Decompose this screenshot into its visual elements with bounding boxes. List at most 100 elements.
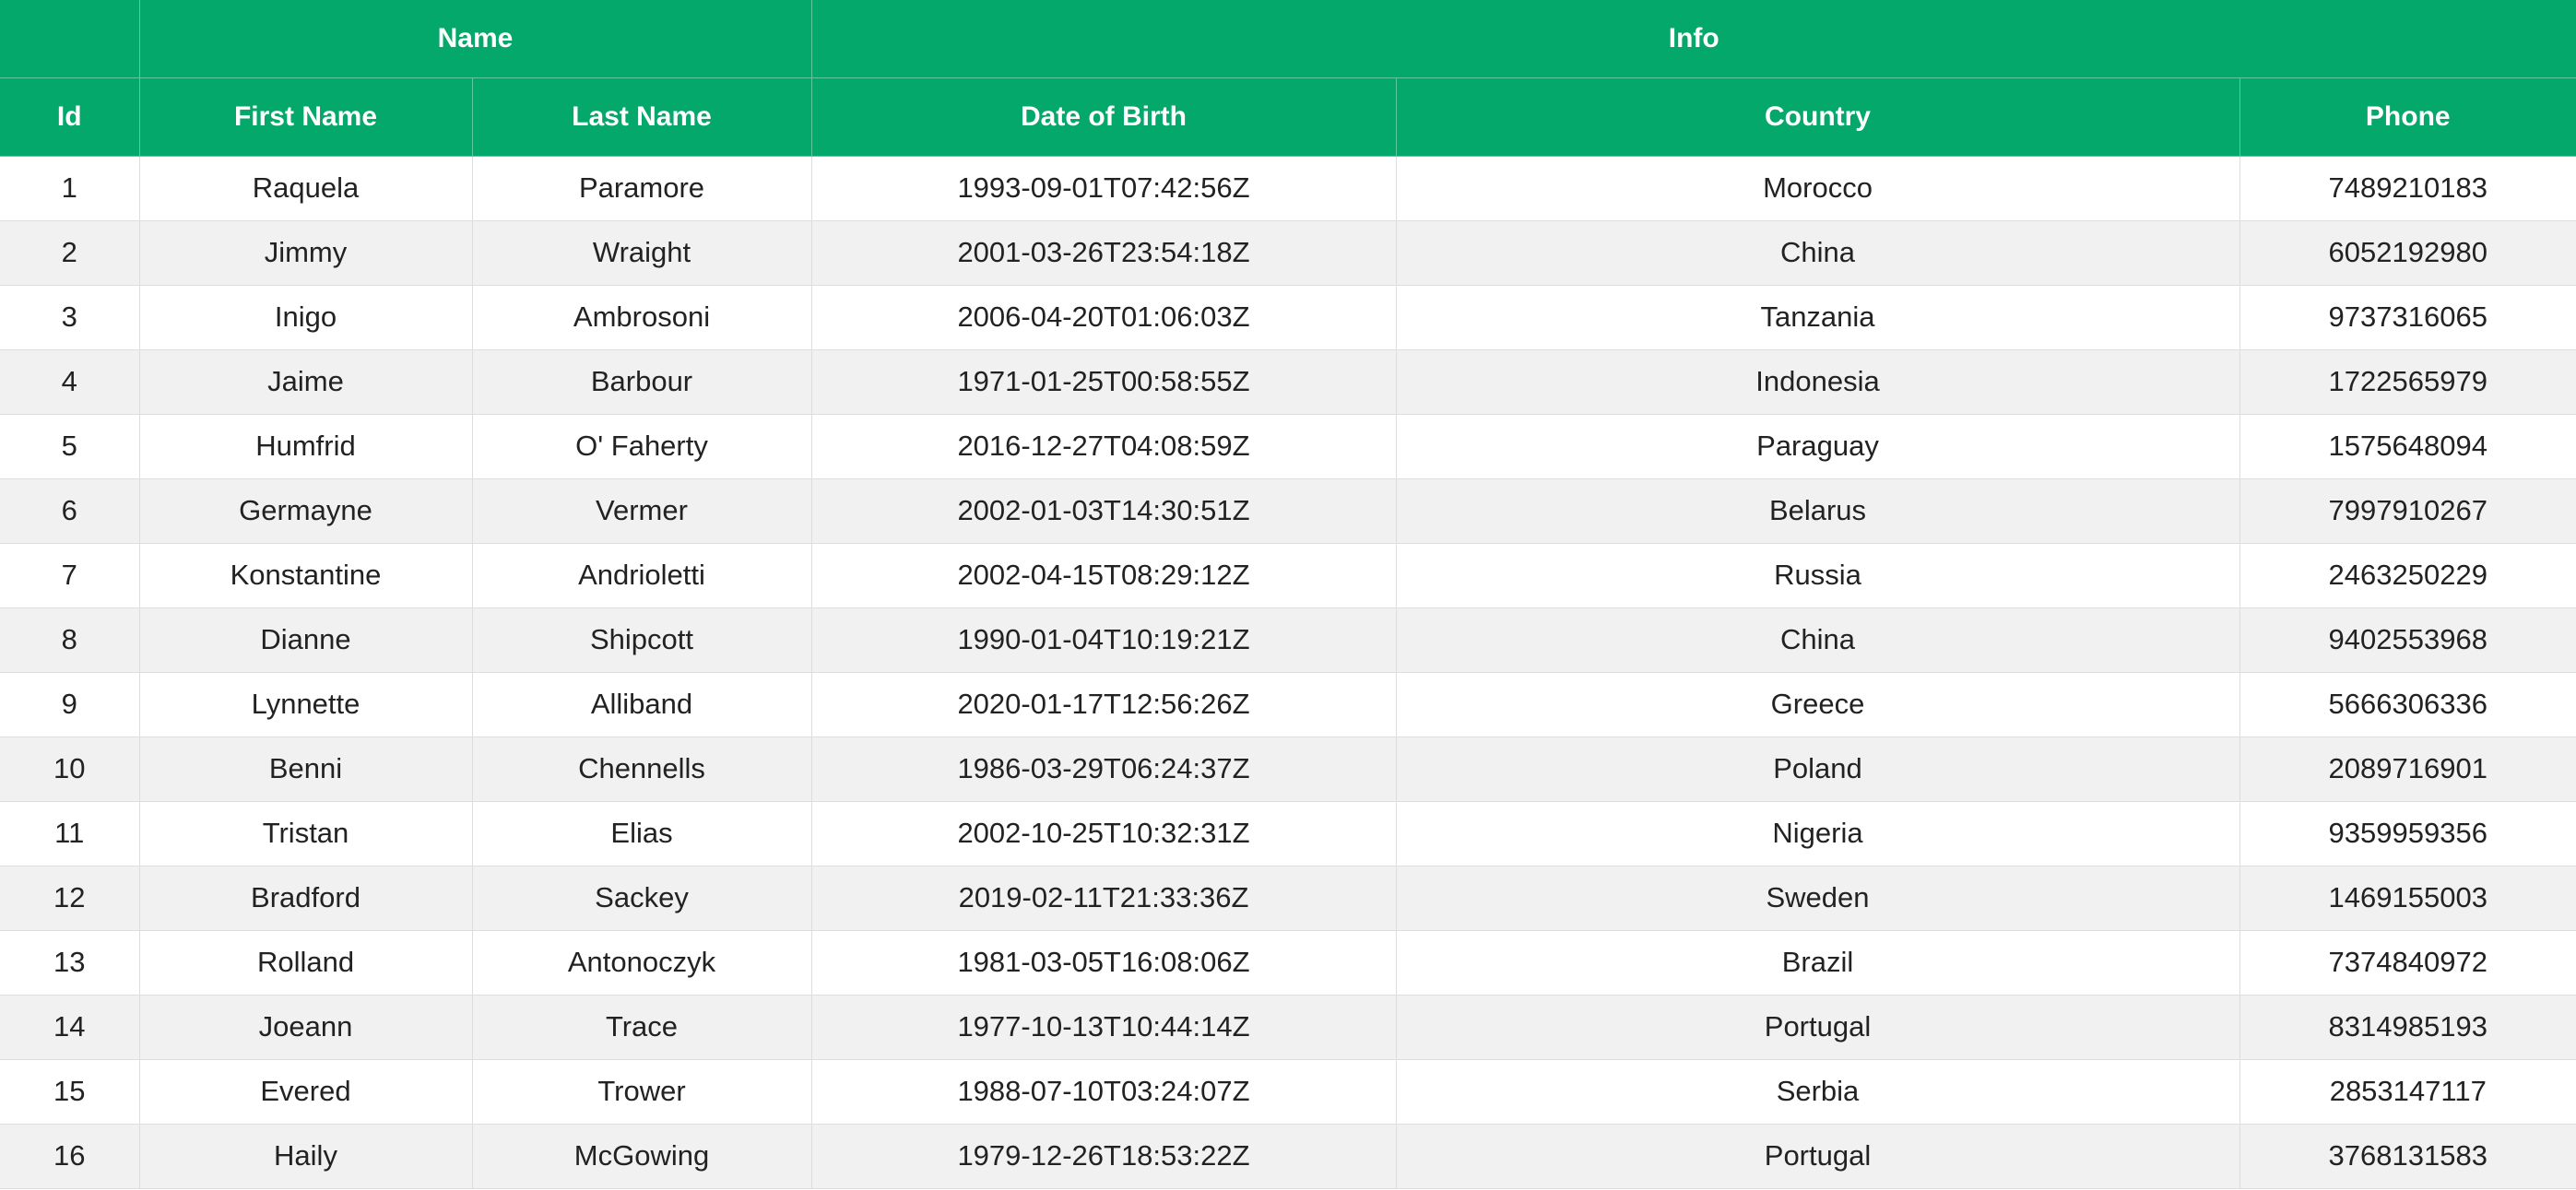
cell-first-name[interactable]: Evered [139, 1059, 473, 1125]
cell-first-name[interactable]: Humfrid [139, 414, 473, 479]
cell-date-of-birth[interactable]: 1993-09-01T07:42:56Z [811, 156, 1397, 221]
column-header-date-of-birth[interactable]: Date of Birth [811, 77, 1397, 157]
cell-id[interactable]: 5 [0, 414, 140, 479]
cell-last-name[interactable]: Paramore [472, 156, 812, 221]
cell-first-name[interactable]: Raquela [139, 156, 473, 221]
cell-date-of-birth[interactable]: 2002-10-25T10:32:31Z [811, 801, 1397, 866]
table-row[interactable]: 15 Evered Trower 1988-07-10T03:24:07Z Serbia… [0, 1059, 2576, 1125]
column-header-phone[interactable]: Phone [2239, 77, 2576, 157]
cell-country[interactable]: Morocco [1396, 156, 2240, 221]
cell-phone[interactable]: 7997910267 [2239, 478, 2576, 544]
cell-phone[interactable]: 9737316065 [2239, 285, 2576, 350]
table-row[interactable]: 12 Bradford Sackey 2019-02-11T21:33:36Z Swed… [0, 866, 2576, 931]
cell-id[interactable]: 10 [0, 736, 140, 802]
table-row[interactable]: 10 Benni Chennells 1986-03-29T06:24:37Z Pola… [0, 736, 2576, 802]
cell-date-of-birth[interactable]: 1990-01-04T10:19:21Z [811, 607, 1397, 673]
cell-phone[interactable]: 5666306336 [2239, 672, 2576, 737]
cell-date-of-birth[interactable]: 1981-03-05T16:08:06Z [811, 930, 1397, 996]
cell-phone[interactable]: 2853147117 [2239, 1059, 2576, 1125]
cell-first-name[interactable]: Rolland [139, 930, 473, 996]
cell-id[interactable]: 16 [0, 1124, 140, 1189]
table-row[interactable]: 14 Joeann Trace 1977-10-13T10:44:14Z Portuga… [0, 995, 2576, 1060]
cell-id[interactable]: 4 [0, 349, 140, 415]
cell-last-name[interactable]: O' Faherty [472, 414, 812, 479]
cell-phone[interactable]: 7489210183 [2239, 156, 2576, 221]
cell-last-name[interactable]: Andrioletti [472, 543, 812, 608]
cell-phone[interactable]: 7374840972 [2239, 930, 2576, 996]
cell-country[interactable]: China [1396, 220, 2240, 286]
column-header-id[interactable]: Id [0, 77, 140, 157]
cell-first-name[interactable]: Inigo [139, 285, 473, 350]
cell-id[interactable]: 8 [0, 607, 140, 673]
table-row[interactable]: 8 Dianne Shipcott 1990-01-04T10:19:21Z China… [0, 607, 2576, 673]
cell-country[interactable]: China [1396, 607, 2240, 673]
cell-id[interactable]: 15 [0, 1059, 140, 1125]
cell-phone[interactable]: 6052192980 [2239, 220, 2576, 286]
cell-last-name[interactable]: Antonoczyk [472, 930, 812, 996]
table-row[interactable]: 4 Jaime Barbour 1971-01-25T00:58:55Z Indones… [0, 349, 2576, 415]
cell-country[interactable]: Portugal [1396, 995, 2240, 1060]
cell-last-name[interactable]: Trace [472, 995, 812, 1060]
cell-first-name[interactable]: Konstantine [139, 543, 473, 608]
cell-phone[interactable]: 1722565979 [2239, 349, 2576, 415]
cell-date-of-birth[interactable]: 1971-01-25T00:58:55Z [811, 349, 1397, 415]
cell-phone[interactable]: 9359959356 [2239, 801, 2576, 866]
table-row[interactable]: 16 Haily McGowing 1979-12-26T18:53:22Z Portu… [0, 1124, 2576, 1189]
cell-id[interactable]: 14 [0, 995, 140, 1060]
cell-date-of-birth[interactable]: 1988-07-10T03:24:07Z [811, 1059, 1397, 1125]
cell-id[interactable]: 7 [0, 543, 140, 608]
cell-date-of-birth[interactable]: 2016-12-27T04:08:59Z [811, 414, 1397, 479]
cell-last-name[interactable]: Barbour [472, 349, 812, 415]
cell-id[interactable]: 6 [0, 478, 140, 544]
cell-first-name[interactable]: Germayne [139, 478, 473, 544]
cell-country[interactable]: Russia [1396, 543, 2240, 608]
cell-id[interactable]: 9 [0, 672, 140, 737]
cell-phone[interactable]: 9402553968 [2239, 607, 2576, 673]
cell-first-name[interactable]: Bradford [139, 866, 473, 931]
cell-last-name[interactable]: Sackey [472, 866, 812, 931]
cell-phone[interactable]: 2089716901 [2239, 736, 2576, 802]
table-row[interactable]: 7 Konstantine Andrioletti 2002-04-15T08:29:… [0, 543, 2576, 608]
cell-country[interactable]: Greece [1396, 672, 2240, 737]
cell-date-of-birth[interactable]: 2002-01-03T14:30:51Z [811, 478, 1397, 544]
cell-phone[interactable]: 3768131583 [2239, 1124, 2576, 1189]
column-header-last-name[interactable]: Last Name [472, 77, 812, 157]
cell-date-of-birth[interactable]: 2020-01-17T12:56:26Z [811, 672, 1397, 737]
cell-country[interactable]: Indonesia [1396, 349, 2240, 415]
cell-country[interactable]: Tanzania [1396, 285, 2240, 350]
table-row[interactable]: 2 Jimmy Wraight 2001-03-26T23:54:18Z China 60… [0, 220, 2576, 286]
cell-first-name[interactable]: Jimmy [139, 220, 473, 286]
column-header-country[interactable]: Country [1396, 77, 2240, 157]
cell-first-name[interactable]: Benni [139, 736, 473, 802]
cell-date-of-birth[interactable]: 1979-12-26T18:53:22Z [811, 1124, 1397, 1189]
cell-country[interactable]: Nigeria [1396, 801, 2240, 866]
cell-first-name[interactable]: Dianne [139, 607, 473, 673]
column-header-first-name[interactable]: First Name [139, 77, 473, 157]
cell-first-name[interactable]: Joeann [139, 995, 473, 1060]
cell-country[interactable]: Paraguay [1396, 414, 2240, 479]
cell-date-of-birth[interactable]: 2001-03-26T23:54:18Z [811, 220, 1397, 286]
cell-last-name[interactable]: Chennells [472, 736, 812, 802]
cell-phone[interactable]: 1575648094 [2239, 414, 2576, 479]
cell-country[interactable]: Poland [1396, 736, 2240, 802]
cell-id[interactable]: 13 [0, 930, 140, 996]
cell-first-name[interactable]: Lynnette [139, 672, 473, 737]
cell-date-of-birth[interactable]: 1977-10-13T10:44:14Z [811, 995, 1397, 1060]
table-row[interactable]: 1 Raquela Paramore 1993-09-01T07:42:56Z Moro… [0, 156, 2576, 221]
cell-last-name[interactable]: Ambrosoni [472, 285, 812, 350]
cell-last-name[interactable]: Vermer [472, 478, 812, 544]
cell-last-name[interactable]: Elias [472, 801, 812, 866]
cell-date-of-birth[interactable]: 2019-02-11T21:33:36Z [811, 866, 1397, 931]
cell-id[interactable]: 12 [0, 866, 140, 931]
cell-phone[interactable]: 2463250229 [2239, 543, 2576, 608]
cell-phone[interactable]: 1469155003 [2239, 866, 2576, 931]
cell-last-name[interactable]: Shipcott [472, 607, 812, 673]
cell-first-name[interactable]: Tristan [139, 801, 473, 866]
cell-first-name[interactable]: Haily [139, 1124, 473, 1189]
cell-country[interactable]: Serbia [1396, 1059, 2240, 1125]
cell-last-name[interactable]: Wraight [472, 220, 812, 286]
table-row[interactable]: 13 Rolland Antonoczyk 1981-03-05T16:08:06Z B… [0, 930, 2576, 996]
table-row[interactable]: 9 Lynnette Alliband 2020-01-17T12:56:26Z Gre… [0, 672, 2576, 737]
cell-date-of-birth[interactable]: 2002-04-15T08:29:12Z [811, 543, 1397, 608]
table-row[interactable]: 5 Humfrid O' Faherty 2016-12-27T04:08:59Z Pa… [0, 414, 2576, 479]
